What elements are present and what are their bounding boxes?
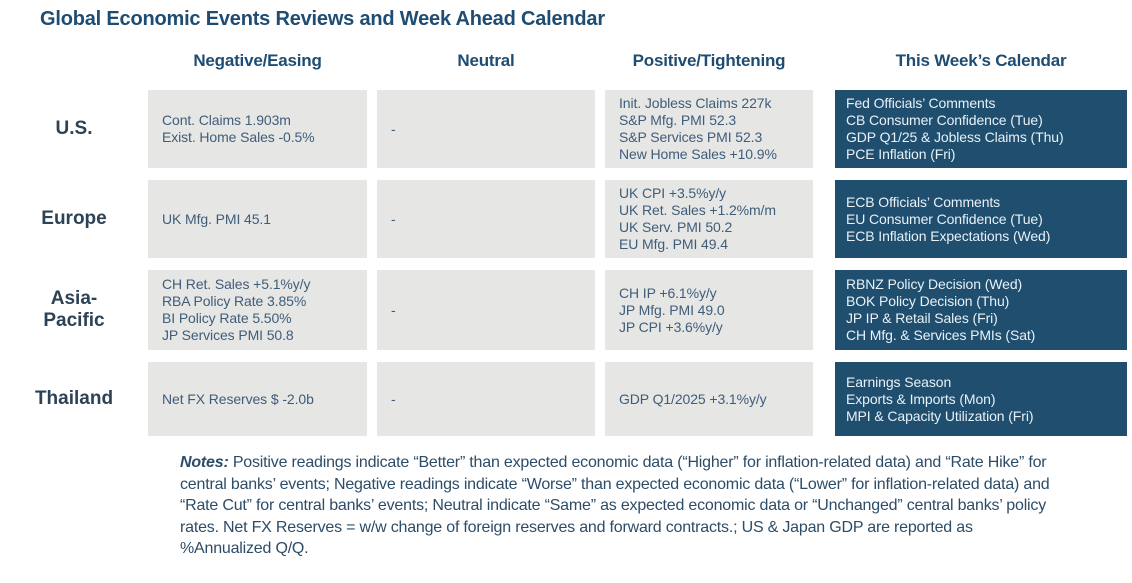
table-row-thailand: Thailand Net FX Reserves $ -2.0b - GDP Q… bbox=[0, 362, 1132, 436]
notes: Notes: Positive readings indicate “Bette… bbox=[180, 452, 1060, 560]
row-label-thailand: Thailand bbox=[34, 388, 114, 410]
table-row-europe: Europe UK Mfg. PMI 45.1 - UK CPI +3.5%y/… bbox=[0, 180, 1132, 258]
cell-us-neutral: - bbox=[377, 90, 595, 168]
cell-us-positive: Init. Jobless Claims 227k S&P Mfg. PMI 5… bbox=[605, 90, 813, 168]
cell-thailand-calendar: Earnings Season Exports & Imports (Mon) … bbox=[835, 362, 1127, 436]
cell-us-calendar: Fed Officials’ Comments CB Consumer Conf… bbox=[835, 90, 1127, 168]
page-title: Global Economic Events Reviews and Week … bbox=[40, 8, 605, 30]
row-label-us: U.S. bbox=[55, 118, 93, 140]
cell-asia-pacific-neutral: - bbox=[377, 270, 595, 350]
cell-thailand-neutral: - bbox=[377, 362, 595, 436]
row-label-europe: Europe bbox=[41, 208, 107, 230]
table-row-asia-pacific: Asia- Pacific CH Ret. Sales +5.1%y/y RBA… bbox=[0, 270, 1132, 350]
cell-thailand-negative: Net FX Reserves $ -2.0b bbox=[148, 362, 367, 436]
column-header-row: Negative/Easing Neutral Positive/Tighten… bbox=[0, 51, 1132, 71]
cell-thailand-positive: GDP Q1/2025 +3.1%y/y bbox=[605, 362, 813, 436]
column-header-calendar: This Week’s Calendar bbox=[895, 51, 1067, 70]
cell-europe-calendar: ECB Officials’ Comments EU Consumer Conf… bbox=[835, 180, 1127, 258]
cell-asia-pacific-negative: CH Ret. Sales +5.1%y/y RBA Policy Rate 3… bbox=[148, 270, 367, 350]
cell-asia-pacific-positive: CH IP +6.1%y/y JP Mfg. PMI 49.0 JP CPI +… bbox=[605, 270, 813, 350]
cell-europe-positive: UK CPI +3.5%y/y UK Ret. Sales +1.2%m/m U… bbox=[605, 180, 813, 258]
table-row-us: U.S. Cont. Claims 1.903m Exist. Home Sal… bbox=[0, 90, 1132, 168]
page: Global Economic Events Reviews and Week … bbox=[0, 8, 1132, 583]
cell-europe-negative: UK Mfg. PMI 45.1 bbox=[148, 180, 367, 258]
cell-us-negative: Cont. Claims 1.903m Exist. Home Sales -0… bbox=[148, 90, 367, 168]
cell-europe-neutral: - bbox=[377, 180, 595, 258]
column-header-positive: Positive/Tightening bbox=[632, 51, 786, 70]
notes-label: Notes: bbox=[180, 454, 229, 471]
column-header-negative: Negative/Easing bbox=[193, 51, 322, 70]
notes-body: Positive readings indicate “Better” than… bbox=[180, 454, 1050, 557]
column-header-neutral: Neutral bbox=[457, 51, 515, 70]
row-label-asia-pacific: Asia- Pacific bbox=[43, 288, 105, 331]
cell-asia-pacific-calendar: RBNZ Policy Decision (Wed) BOK Policy De… bbox=[835, 270, 1127, 350]
